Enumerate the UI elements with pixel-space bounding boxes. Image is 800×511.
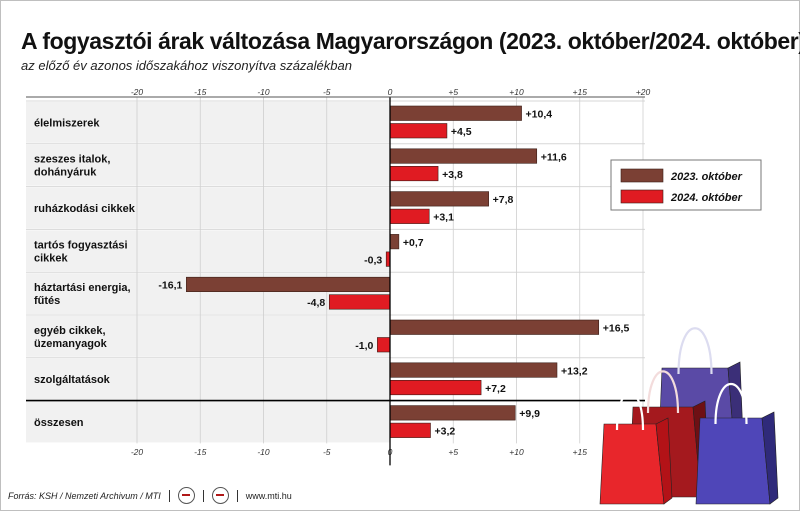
data-label: +13,2 [561,365,588,377]
blue-bag-icon [695,417,771,505]
data-label: +0,7 [403,237,424,249]
grid-lines [136,97,644,444]
data-label: +3,1 [433,212,454,224]
category-label: szolgáltatások [34,374,111,386]
x-tick-label-top: -5 [323,87,331,97]
data-label: +3,2 [434,426,455,438]
bar-2024 [377,337,391,353]
data-label: +7,8 [493,194,514,206]
category-label: fűtés [34,295,60,307]
row-background [26,316,390,357]
x-tick-label-top: 0 [388,87,393,97]
x-tick-label-bottom: +5 [448,447,458,457]
category-labels: élelmiszerek szeszes italok,dohányáruk ruh… [34,117,136,429]
axis-lines [26,96,645,466]
bar-2024 [389,123,448,139]
blue-bag-icon-handle [714,382,748,425]
blue-bag-icon-side [761,411,779,505]
footer-divider [202,489,204,502]
x-tick-label-bottom: +10 [509,447,524,457]
bar-2024 [328,294,391,310]
bar-2023 [389,105,522,121]
bar-2023 [186,276,391,293]
x-tick-label-bottom: -5 [323,447,331,457]
row-background [26,144,390,186]
bar-2024 [389,422,431,438]
legend-swatch [620,168,664,183]
footer-divider [168,489,170,502]
data-label: +7,2 [485,383,506,395]
category-label: üzemanyagok [34,338,108,350]
dark-red-bag-icon-handle [646,370,680,414]
row-background [26,401,390,443]
data-label: -16,1 [158,280,182,292]
bar-2023 [389,319,600,335]
footer: Forrás: KSH / Nemzeti Archivum / MTI www… [8,487,292,504]
red-bag-icon-handle [615,391,645,431]
data-label: -0,3 [364,254,382,266]
x-tick-label-bottom: +15 [573,447,588,457]
row-background [26,358,390,400]
shopping-bags-illustration [599,327,779,505]
category-label: háztartási energia, [34,282,131,294]
chart-title: A fogyasztói árak változása Magyarország… [21,28,800,54]
row-background [26,187,390,229]
red-bag-icon-side [655,417,673,505]
x-tick-label-bottom: -10 [257,447,270,457]
category-label: ruházkodási cikkek [34,203,136,215]
bar-2023 [389,234,400,250]
legend: 2023. október 2024. október [610,159,762,211]
category-label: szeszes italok, [34,154,110,166]
category-label: összesen [34,417,84,429]
data-label: +10,4 [526,109,553,121]
data-label: -1,0 [355,340,373,352]
bar-2023 [389,362,558,378]
chart-subtitle: az előző év azonos időszakához viszonyít… [21,58,352,73]
bar-2023 [389,405,516,421]
bars [186,105,600,438]
x-tick-label-bottom: -20 [131,447,144,457]
x-tick-label-top: -20 [131,87,144,97]
data-label: +4,5 [451,126,472,138]
purple-bag-icon-handle [677,327,713,375]
data-label: +3,8 [442,169,463,181]
red-bag-icon [599,423,665,505]
data-label: +9,9 [519,408,540,420]
bar-2024 [389,208,430,224]
category-label: cikkek [34,252,69,264]
row-backgrounds [26,100,645,443]
bar-2023 [389,191,489,207]
category-label: élelmiszerek [34,117,100,129]
bar-2024 [389,166,439,182]
website-link[interactable]: www.mti.hu [245,490,292,501]
bar-2024 [389,379,482,396]
legend-swatch [620,189,664,204]
x-tick-label-top: +10 [509,87,524,97]
legend-label: 2023. október [670,171,743,183]
data-label: -4,8 [307,297,325,309]
x-tick-label-top: -15 [194,87,207,97]
x-tick-label-top: +15 [573,87,588,97]
category-label: dohányáruk [34,167,97,179]
x-tick-label-top: +5 [448,87,458,97]
row-background [26,102,390,143]
row-background [26,230,390,272]
data-label: +16,5 [603,323,630,335]
footer-divider [236,489,238,502]
category-label: egyéb cikkek, [34,325,106,337]
x-tick-label-top: -10 [257,87,270,97]
legend-label: 2024. október [670,192,743,204]
mti-seal-icon [211,487,229,504]
category-label: tartós fogyasztási [34,239,128,251]
data-label: +11,6 [541,151,567,163]
bar-2023 [389,148,538,164]
data-labels: +10,4 +4,5 +11,6 +3,8 +7,8 +3,1 +0,7 -0,3 -16,1 -… [158,109,629,438]
x-tick-label-bottom: -15 [194,447,207,457]
mti-logo-icon [177,487,195,504]
x-tick-label-top: +20 [636,87,651,97]
tick-labels: -20-20-15-15-10-10-5-500+5+5+10+10+15+15… [131,87,651,457]
source-text: Forrás: KSH / Nemzeti Archivum / MTI [8,490,161,501]
